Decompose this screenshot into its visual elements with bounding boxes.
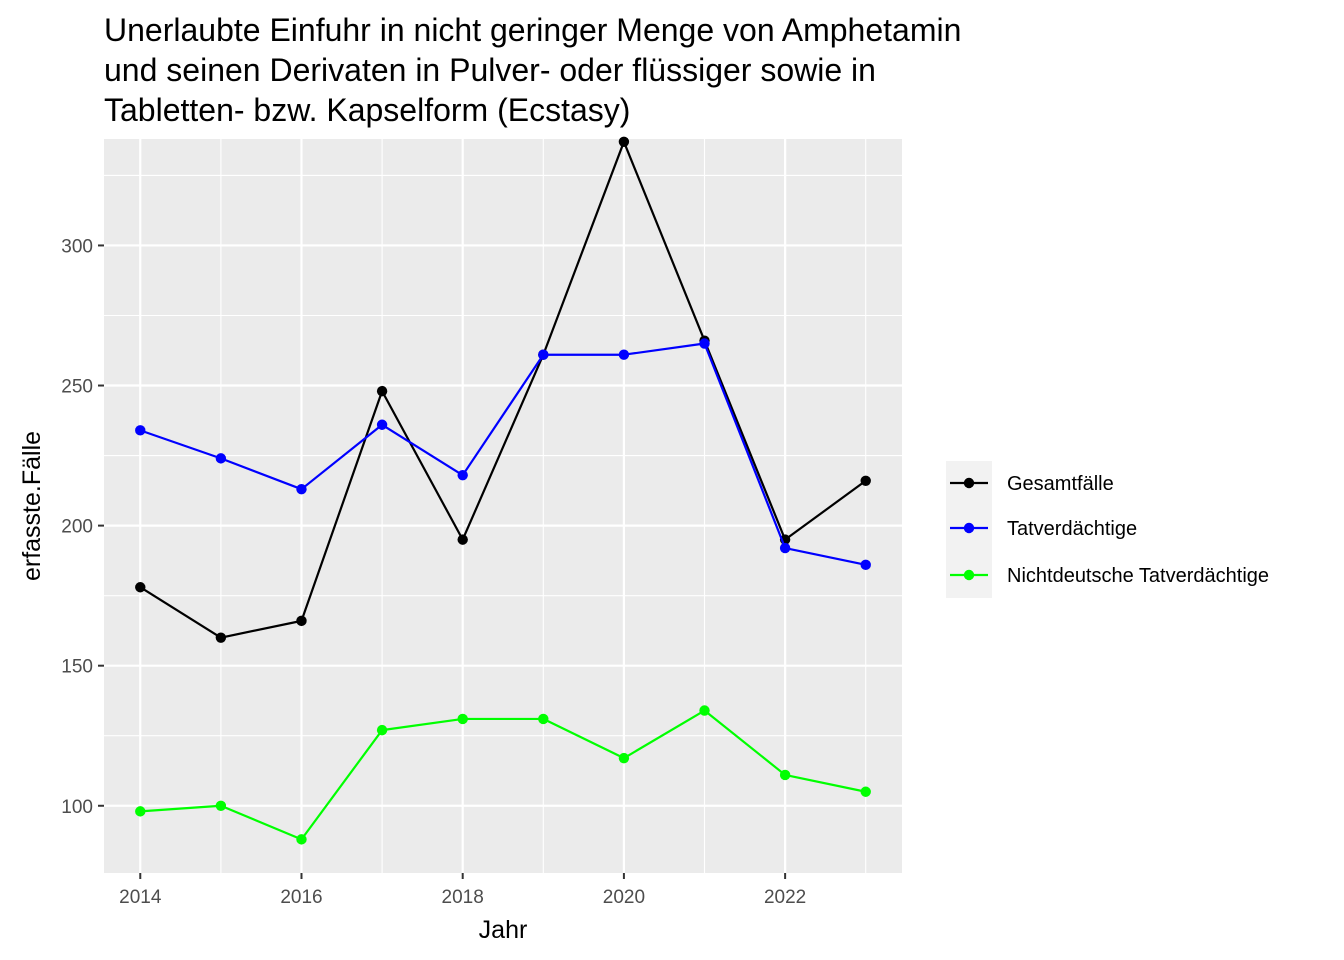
data-point-gesamtfaelle xyxy=(376,385,388,397)
y-tick-label: 200 xyxy=(61,517,93,538)
data-point-tatverdaechtige xyxy=(538,349,549,360)
x-axis-title: Jahr xyxy=(479,916,528,944)
series-line-gesamtfaelle xyxy=(139,140,867,639)
data-point-tatverdaechtige xyxy=(779,542,791,554)
legend-label-tatverdaechtige: Tatverdächtige xyxy=(1007,518,1137,540)
series-line-tatverdaechtige xyxy=(139,342,866,566)
series-line-nichtdeutsche-tatverdaechtige xyxy=(140,709,866,841)
data-point-tatverdaechtige xyxy=(376,419,388,430)
data-point-tatverdaechtige xyxy=(860,559,871,571)
chart-title-line-3: Tabletten- bzw. Kapselform (Ecstasy) xyxy=(104,92,631,128)
x-tick-label: 2022 xyxy=(764,887,806,908)
legend-key-point-gesamtfaelle xyxy=(963,477,975,489)
legend-label-nichtdeutsche-tatverdaechtige: Nichtdeutsche Tatverdächtige xyxy=(1007,565,1269,587)
data-point-tatverdaechtige xyxy=(215,453,227,464)
legend-label-gesamtfaelle: Gesamtfälle xyxy=(1007,473,1114,495)
chart-title-line-2: und seinen Derivaten in Pulver- oder flü… xyxy=(104,52,876,88)
data-point-gesamtfaelle xyxy=(215,632,227,643)
legend: Gesamtfälle Tatverdächtige Nichtdeutsche… xyxy=(946,461,1269,598)
chart-title-line-1: Unerlaubte Einfuhr in nicht geringer Men… xyxy=(104,12,962,48)
data-point-tatverdaechtige xyxy=(296,483,307,495)
data-point-tatverdaechtige xyxy=(135,425,146,436)
y-tick-label: 100 xyxy=(61,797,93,818)
data-point-nichtdeutsche-tatverdaechtige xyxy=(538,713,549,725)
y-axis-title: erfasste.Fälle xyxy=(18,431,46,581)
series-layer xyxy=(135,136,871,845)
minor-gridlines xyxy=(104,139,902,873)
data-point-nichtdeutsche-tatverdaechtige xyxy=(699,705,710,716)
data-point-gesamtfaelle xyxy=(135,582,146,593)
plot-panel xyxy=(104,139,902,873)
chart-title: Unerlaubte Einfuhr in nicht geringer Men… xyxy=(104,10,961,130)
data-point-tatverdaechtige xyxy=(618,349,630,360)
x-tick-label: 2020 xyxy=(603,887,645,908)
x-tick-label: 2014 xyxy=(119,887,162,908)
y-tick-label: 150 xyxy=(61,657,93,678)
legend-key-point-tatverdaechtige xyxy=(963,522,975,534)
data-point-gesamtfaelle xyxy=(618,136,630,148)
major-gridlines xyxy=(104,139,902,873)
x-axis: 2014 2016 2018 2020 2022 xyxy=(119,873,806,908)
data-point-gesamtfaelle xyxy=(457,534,468,545)
legend-key-point-nichtdeutsche-tatverdaechtige xyxy=(963,569,975,581)
x-tick-label: 2016 xyxy=(280,887,322,908)
legend-keys xyxy=(950,477,988,581)
data-point-nichtdeutsche-tatverdaechtige xyxy=(618,752,630,764)
y-tick-label: 300 xyxy=(61,236,93,257)
data-point-tatverdaechtige xyxy=(699,338,710,349)
x-tick-label: 2018 xyxy=(442,887,484,908)
data-point-gesamtfaelle xyxy=(860,475,871,486)
data-point-nichtdeutsche-tatverdaechtige xyxy=(296,834,307,845)
data-point-nichtdeutsche-tatverdaechtige xyxy=(779,769,791,781)
data-point-nichtdeutsche-tatverdaechtige xyxy=(457,713,468,725)
data-point-nichtdeutsche-tatverdaechtige xyxy=(860,786,871,797)
data-point-nichtdeutsche-tatverdaechtige xyxy=(376,724,388,736)
data-point-nichtdeutsche-tatverdaechtige xyxy=(135,806,146,817)
y-axis: 100 150 200 250 300 xyxy=(61,236,104,818)
y-tick-label: 250 xyxy=(61,377,93,398)
data-point-nichtdeutsche-tatverdaechtige xyxy=(215,800,227,811)
data-point-tatverdaechtige xyxy=(457,469,468,481)
data-point-gesamtfaelle xyxy=(296,615,307,627)
